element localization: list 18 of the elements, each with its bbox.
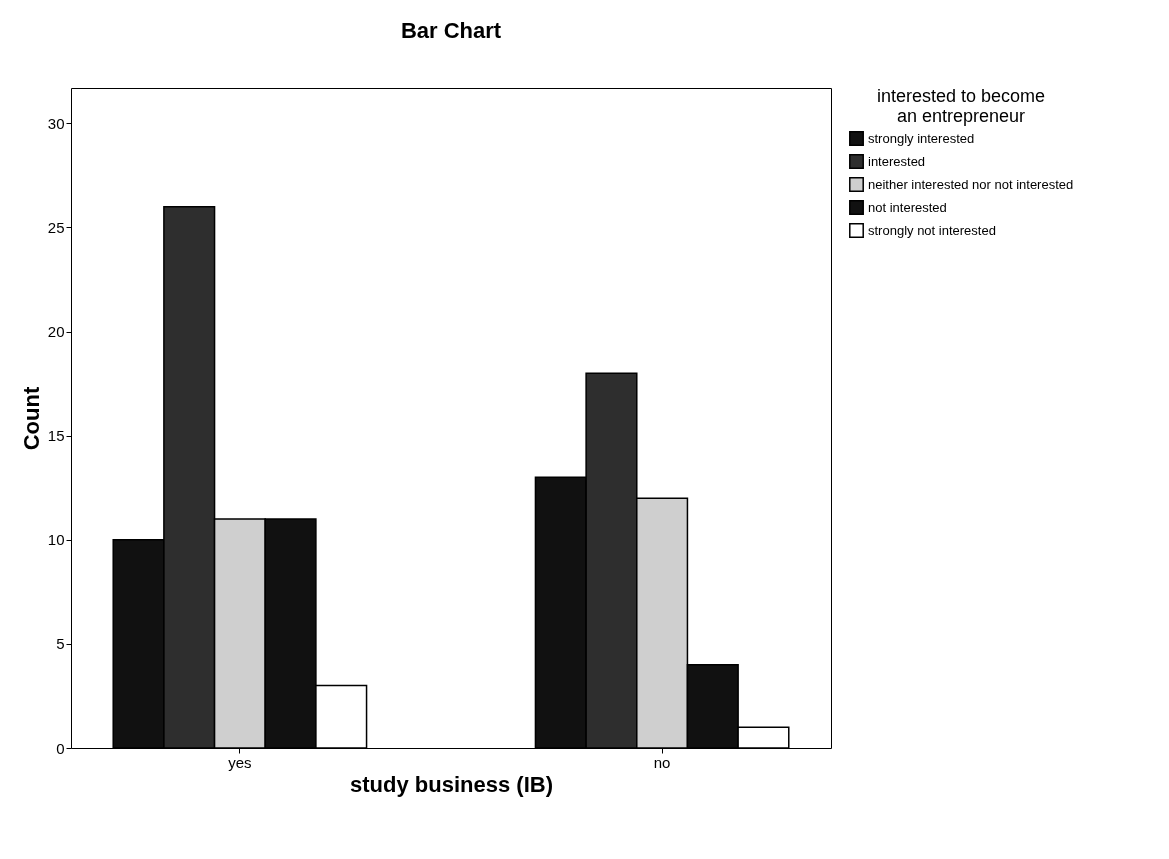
legend-label: neither interested nor not interested (868, 176, 1074, 192)
legend-label: not interested (868, 199, 947, 215)
legend-title: interested to become an entrepreneur (876, 86, 1046, 126)
chart-title: Bar Chart (400, 18, 502, 43)
y-tick-label: 5 (56, 635, 65, 653)
y-tick-label: 15 (47, 427, 65, 445)
legend-label: strongly not interested (868, 222, 996, 238)
y-tick-label: 20 (47, 323, 65, 341)
y-tick-label: 25 (47, 219, 65, 236)
y-tick-label: 10 (47, 531, 65, 549)
legend-label: strongly interested (868, 130, 975, 146)
y-tick-label: 0 (56, 739, 65, 757)
x-axis-title: study business (IB) (350, 771, 553, 797)
y-axis-title: Count (18, 386, 44, 451)
legend-label: interested (868, 153, 926, 169)
x-tick-label: yes (228, 753, 252, 771)
y-tick-label: 30 (47, 114, 65, 132)
x-tick-label: no (653, 753, 671, 771)
